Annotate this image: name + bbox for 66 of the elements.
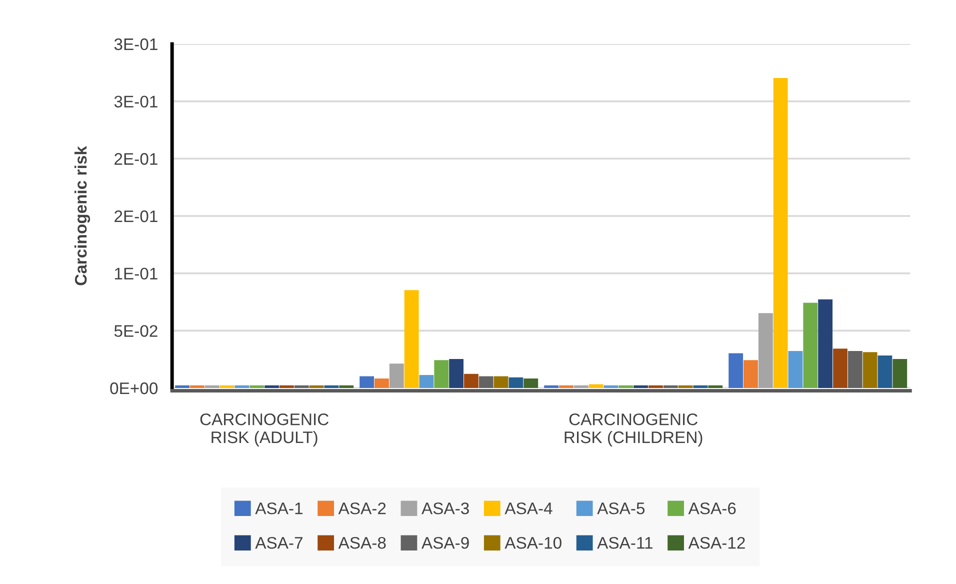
legend-label: ASA-10 [504, 536, 562, 549]
bar [204, 385, 220, 388]
y-tick-label: 3E-01 [114, 38, 158, 50]
bar [862, 352, 878, 388]
bar [803, 302, 818, 388]
legend-label: ASA-3 [422, 502, 469, 514]
bar [449, 358, 464, 388]
y-tick-label: 0E+00 [110, 382, 158, 394]
x-tick-label: CARCINOGENIC RISK (CHILDREN) [564, 413, 702, 446]
legend-label: ASA-7 [255, 536, 302, 549]
y-tick-label: 2E-01 [114, 153, 158, 165]
bar [892, 358, 908, 388]
bar [773, 78, 788, 388]
bar [494, 376, 508, 388]
y-tick-label: 1E-01 [114, 268, 158, 280]
legend-label: ASA-11 [597, 536, 652, 549]
legend-label: ASA-2 [338, 502, 386, 514]
bar [234, 385, 250, 388]
legend-label: ASA-6 [688, 502, 736, 514]
bar [833, 348, 848, 388]
bar [309, 385, 324, 388]
bar [175, 385, 190, 388]
bar [559, 385, 574, 388]
legend-label: ASA-5 [597, 502, 645, 514]
bar [744, 360, 758, 388]
bar [634, 385, 648, 388]
bar [419, 375, 434, 388]
legend-label: ASA-4 [504, 502, 552, 514]
legend-label: ASA-9 [422, 536, 469, 549]
bar [264, 385, 279, 388]
bar [604, 385, 618, 388]
y-tick-label: 2E-01 [114, 210, 158, 222]
bar [324, 385, 339, 388]
bar [878, 356, 892, 388]
bar [648, 385, 663, 388]
bar [339, 385, 354, 388]
bar [279, 385, 294, 388]
bar [678, 385, 693, 388]
bar [708, 385, 723, 388]
bar [374, 378, 389, 388]
bar [524, 378, 538, 388]
x-tick-label: CARCINOGENIC RISK (ADULT) [200, 413, 329, 446]
bar [360, 376, 374, 388]
bar [728, 353, 744, 388]
bar [788, 350, 803, 388]
bar [434, 360, 449, 388]
bar [818, 299, 833, 388]
y-tick-label: 5E-02 [114, 325, 158, 337]
bar [404, 290, 419, 388]
bar [220, 385, 234, 388]
bar [588, 384, 604, 388]
bar [693, 385, 708, 388]
y-axis-title: Carcinogenic risk [74, 146, 90, 286]
legend-label: ASA-12 [688, 536, 745, 549]
bar [508, 377, 524, 388]
legend-label: ASA-1 [255, 502, 302, 514]
bar [464, 374, 478, 388]
legend-label: ASA-8 [338, 536, 386, 549]
bar [544, 385, 559, 388]
bar [190, 385, 204, 388]
bar [758, 313, 773, 388]
bar [389, 364, 404, 388]
bar [618, 385, 634, 388]
y-tick-label: 3E-01 [114, 96, 158, 108]
bar [250, 385, 264, 388]
bar [574, 385, 588, 388]
